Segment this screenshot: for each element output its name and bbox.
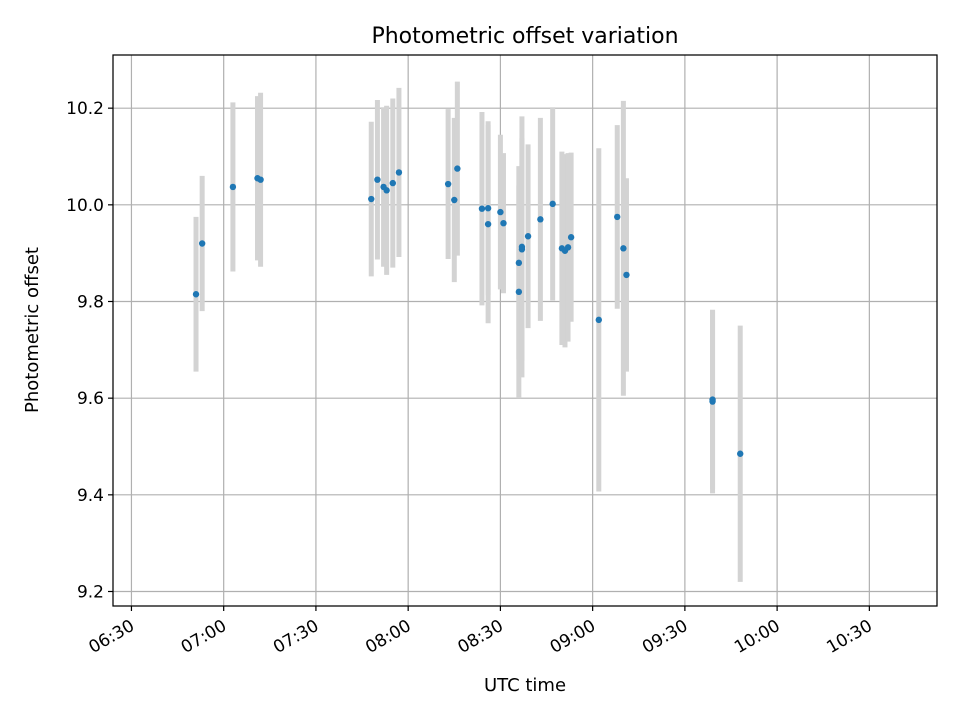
data-point bbox=[515, 288, 523, 296]
data-point bbox=[614, 213, 621, 221]
data-point bbox=[518, 243, 526, 251]
data-point bbox=[500, 220, 507, 227]
data-point bbox=[484, 220, 492, 228]
data-point bbox=[257, 176, 264, 183]
data-point bbox=[383, 187, 390, 194]
x-axis-label: UTC time bbox=[484, 675, 566, 696]
data-point bbox=[524, 233, 532, 240]
data-point bbox=[478, 205, 486, 212]
y-tick-label: 9.2 bbox=[77, 583, 104, 603]
plot-area-background bbox=[113, 55, 937, 606]
data-point bbox=[198, 240, 206, 247]
data-point bbox=[484, 205, 492, 212]
chart-title: Photometric offset variation bbox=[371, 24, 678, 49]
data-point bbox=[389, 179, 396, 187]
y-tick-label: 10.2 bbox=[66, 99, 104, 119]
data-point bbox=[454, 165, 461, 172]
data-point bbox=[451, 196, 458, 204]
data-point bbox=[537, 216, 544, 223]
data-point bbox=[192, 291, 200, 298]
data-point bbox=[564, 244, 572, 251]
plot-frame bbox=[112, 54, 938, 607]
y-tick-label: 9.8 bbox=[77, 293, 104, 313]
y-tick-label: 9.4 bbox=[77, 486, 104, 506]
data-point bbox=[549, 200, 556, 208]
data-point bbox=[395, 169, 403, 176]
data-point bbox=[515, 259, 523, 267]
data-point bbox=[444, 180, 452, 188]
data-point bbox=[620, 245, 627, 252]
data-point bbox=[368, 195, 375, 203]
data-point bbox=[595, 316, 602, 324]
data-point bbox=[709, 398, 716, 405]
data-point bbox=[737, 450, 744, 457]
grid-layer bbox=[113, 55, 937, 606]
y-tick-label: 10.0 bbox=[66, 196, 104, 216]
data-point bbox=[374, 176, 381, 183]
data-point bbox=[497, 208, 504, 216]
y-tick-label: 9.6 bbox=[77, 389, 104, 409]
data-point bbox=[567, 234, 575, 241]
data-point bbox=[229, 183, 237, 191]
point-layer bbox=[192, 165, 744, 457]
y-axis-label: Photometric offset bbox=[22, 247, 43, 413]
data-point bbox=[623, 271, 630, 279]
